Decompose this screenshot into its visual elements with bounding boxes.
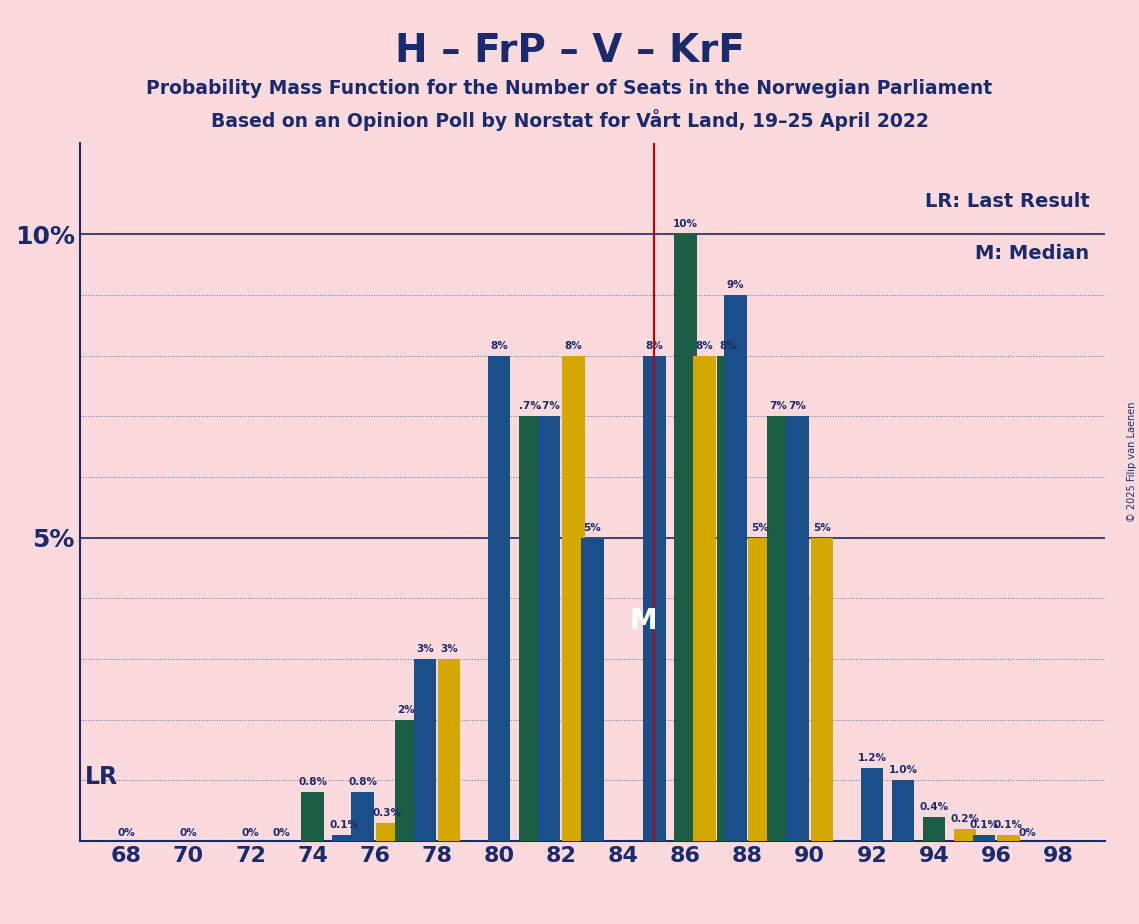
Bar (487, 356, 510, 841)
Text: 0.2%: 0.2% (951, 814, 980, 824)
Text: 1.0%: 1.0% (888, 765, 917, 775)
Bar (923, 817, 945, 841)
Text: 0.1%: 0.1% (329, 820, 359, 830)
Bar (674, 234, 697, 841)
Bar (394, 720, 417, 841)
Text: M: M (630, 606, 657, 635)
Bar (768, 416, 790, 841)
Text: 0.1%: 0.1% (969, 820, 999, 830)
Text: 5%: 5% (751, 523, 769, 532)
Text: 1.2%: 1.2% (858, 753, 886, 763)
Text: 8%: 8% (646, 341, 663, 351)
Bar (953, 829, 976, 841)
Bar (302, 792, 323, 841)
Text: © 2025 Filip van Laenen: © 2025 Filip van Laenen (1126, 402, 1137, 522)
Text: 7%: 7% (788, 401, 806, 411)
Text: .7%: .7% (519, 401, 541, 411)
Bar (581, 538, 604, 841)
Text: 0.8%: 0.8% (298, 777, 327, 787)
Text: 8%: 8% (490, 341, 508, 351)
Text: .7%: .7% (538, 401, 560, 411)
Bar (333, 834, 355, 841)
Text: 3%: 3% (440, 644, 458, 654)
Text: 0.1%: 0.1% (993, 820, 1023, 830)
Text: 0.8%: 0.8% (349, 777, 377, 787)
Text: 8%: 8% (565, 341, 582, 351)
Bar (973, 834, 995, 841)
Text: 0.4%: 0.4% (919, 802, 949, 811)
Bar (718, 356, 740, 841)
Bar (538, 416, 560, 841)
Bar (437, 659, 460, 841)
Text: H – FrP – V – KrF: H – FrP – V – KrF (394, 32, 745, 70)
Text: 0%: 0% (117, 829, 136, 838)
Bar (997, 834, 1019, 841)
Bar (562, 356, 584, 841)
Text: 0.3%: 0.3% (372, 808, 401, 818)
Text: 2%: 2% (398, 705, 415, 714)
Text: Probability Mass Function for the Number of Seats in the Norwegian Parliament: Probability Mass Function for the Number… (147, 79, 992, 98)
Text: 8%: 8% (720, 341, 738, 351)
Bar (694, 356, 715, 841)
Text: 7%: 7% (770, 401, 787, 411)
Bar (376, 822, 399, 841)
Text: 0%: 0% (241, 829, 260, 838)
Bar (413, 659, 436, 841)
Bar (352, 792, 374, 841)
Text: 5%: 5% (813, 523, 830, 532)
Bar (861, 768, 883, 841)
Text: 3%: 3% (416, 644, 434, 654)
Bar (811, 538, 833, 841)
Bar (786, 416, 809, 841)
Text: Based on an Opinion Poll by Norstat for Vårt Land, 19–25 April 2022: Based on an Opinion Poll by Norstat for … (211, 109, 928, 131)
Text: 0%: 0% (180, 829, 197, 838)
Text: M: Median: M: Median (975, 244, 1089, 263)
Text: 5%: 5% (583, 523, 601, 532)
Bar (724, 295, 747, 841)
Text: 8%: 8% (696, 341, 713, 351)
Bar (892, 780, 915, 841)
Text: 0%: 0% (1018, 829, 1036, 838)
Bar (644, 356, 665, 841)
Bar (519, 416, 541, 841)
Bar (748, 538, 771, 841)
Text: LR: Last Result: LR: Last Result (925, 192, 1089, 211)
Text: 9%: 9% (727, 280, 744, 290)
Text: 0%: 0% (272, 829, 290, 838)
Text: LR: LR (85, 764, 118, 788)
Text: 10%: 10% (673, 219, 698, 229)
